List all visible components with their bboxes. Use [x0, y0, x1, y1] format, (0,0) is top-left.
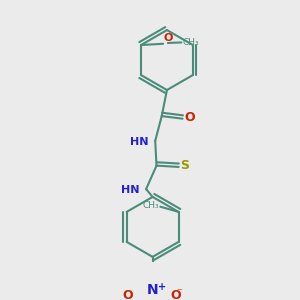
Text: N: N — [147, 284, 158, 298]
Text: ⁻: ⁻ — [176, 287, 182, 297]
Text: O: O — [164, 33, 173, 43]
Text: HN: HN — [121, 184, 140, 195]
Text: O: O — [184, 111, 195, 124]
Text: +: + — [158, 282, 166, 292]
Text: O: O — [171, 290, 181, 300]
Text: O: O — [122, 290, 133, 300]
Text: S: S — [180, 159, 189, 172]
Text: HN: HN — [130, 137, 149, 147]
Text: CH₃: CH₃ — [183, 38, 199, 47]
Text: CH₃: CH₃ — [142, 201, 159, 210]
